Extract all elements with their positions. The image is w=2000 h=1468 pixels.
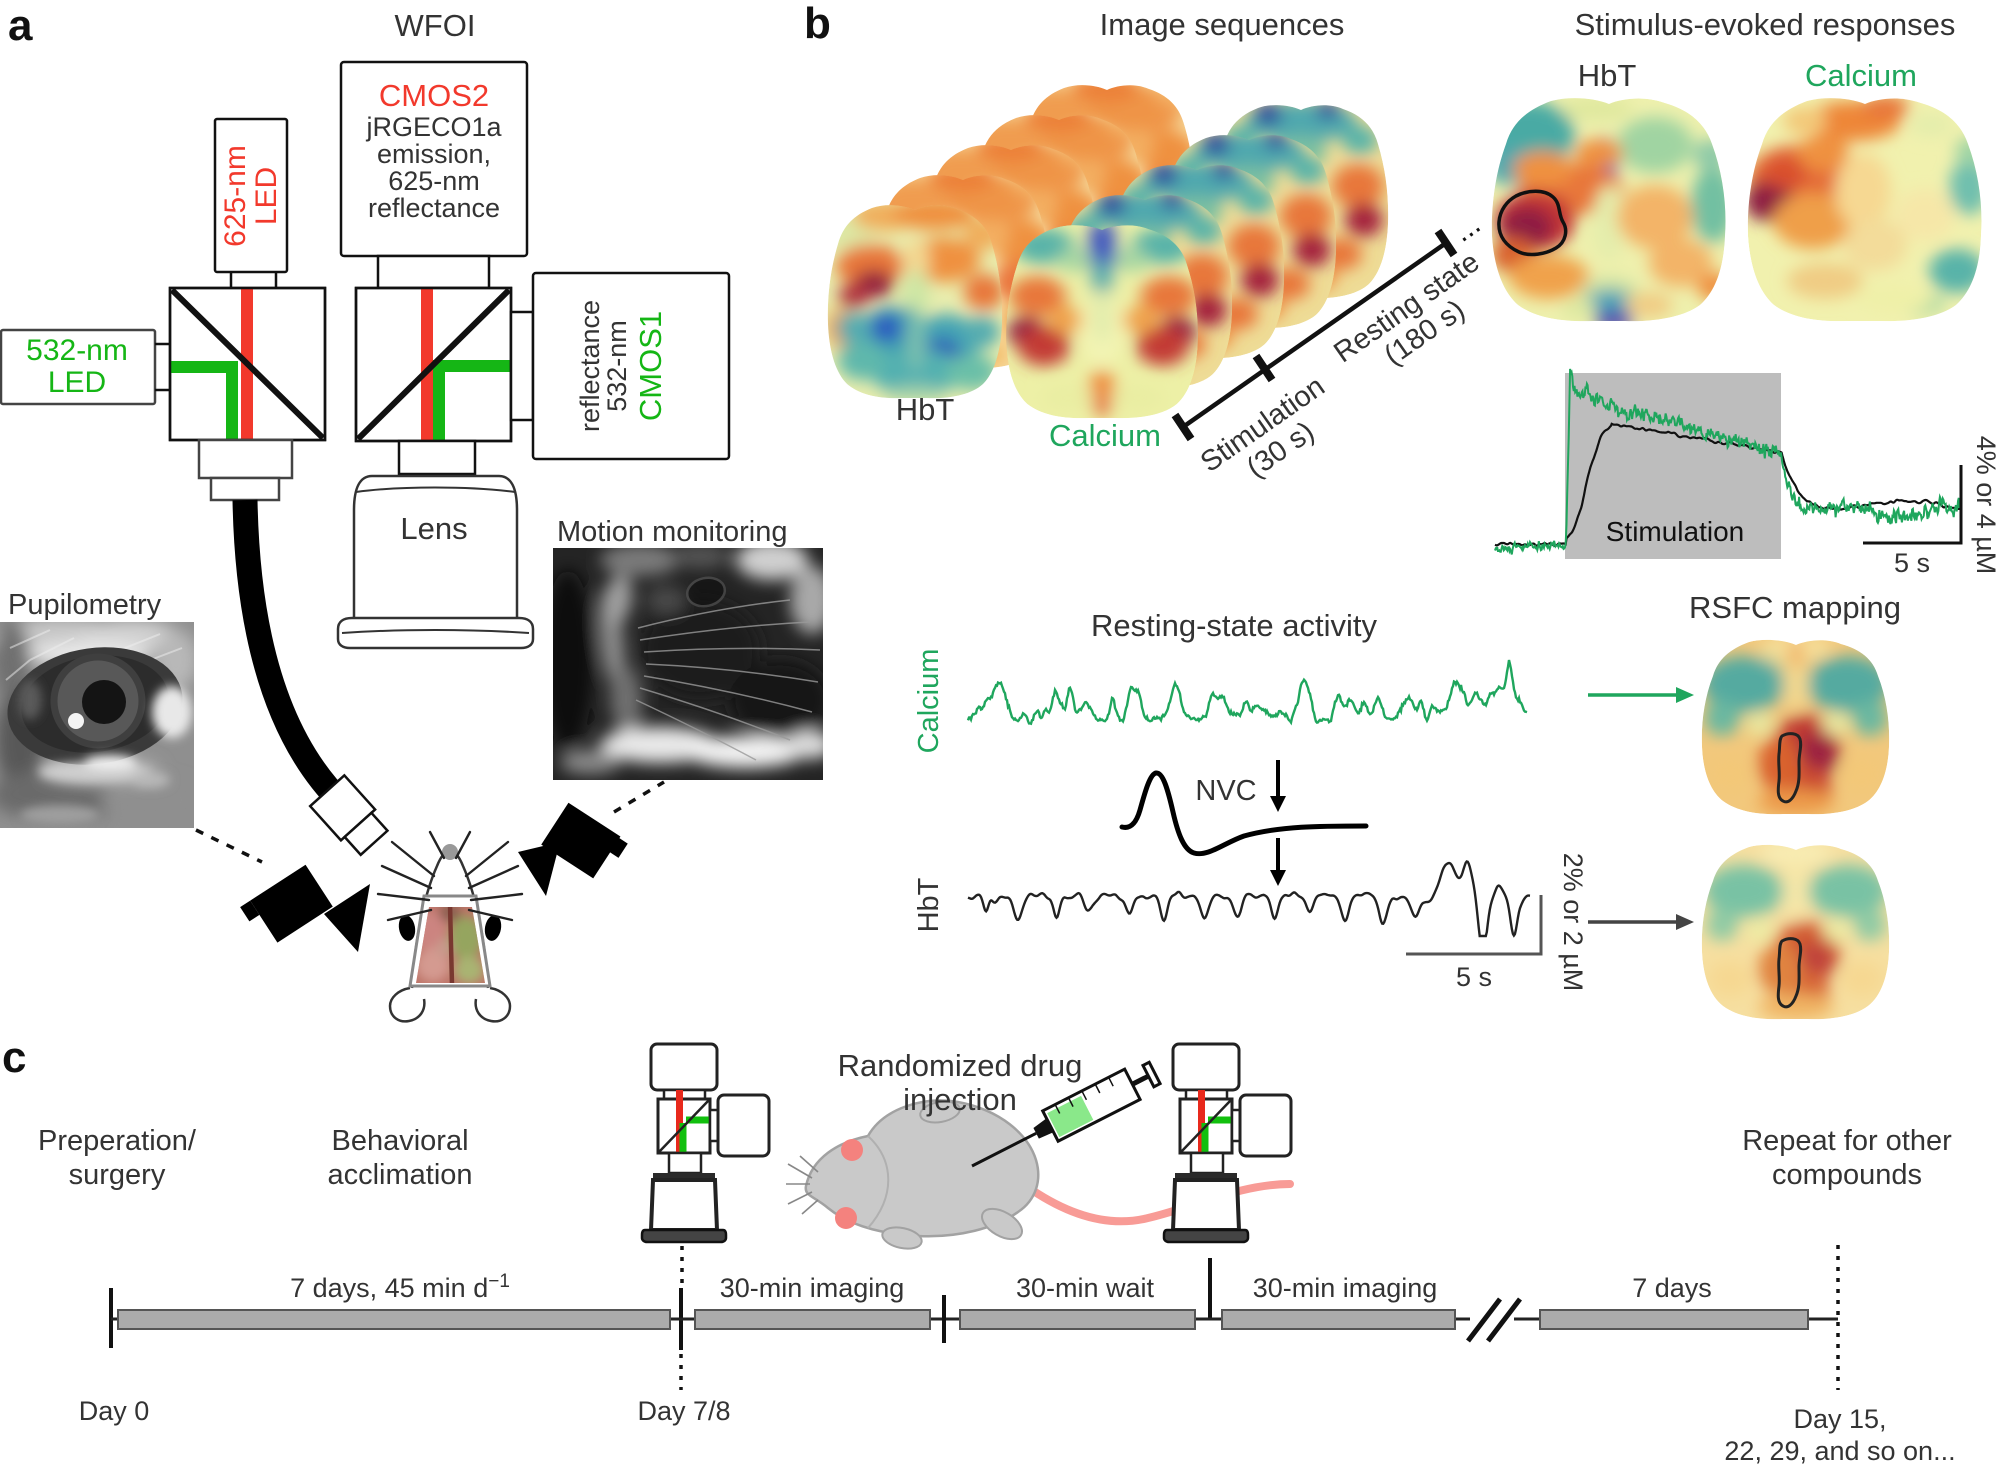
svg-text:LED: LED [250, 167, 283, 225]
svg-text:injection: injection [903, 1082, 1017, 1117]
svg-text:Day 7/8: Day 7/8 [637, 1396, 730, 1426]
svg-text:Stimulation: Stimulation [1606, 516, 1745, 547]
svg-text:LED: LED [48, 366, 106, 399]
svg-text:532-nm: 532-nm [26, 334, 128, 367]
svg-text:7 days, 45 min d−1: 7 days, 45 min d−1 [290, 1271, 510, 1304]
svg-text:Behavioral: Behavioral [331, 1125, 468, 1157]
svg-text:30-min wait: 30-min wait [1016, 1273, 1155, 1303]
svg-text:acclimation: acclimation [327, 1159, 472, 1191]
svg-text:30-min imaging: 30-min imaging [720, 1273, 905, 1303]
svg-text:Lens: Lens [400, 511, 467, 546]
svg-text:NVC: NVC [1195, 775, 1256, 807]
svg-text:CMOS1: CMOS1 [633, 311, 668, 421]
svg-text:emission,: emission, [377, 139, 491, 169]
svg-text:RSFC mapping: RSFC mapping [1689, 590, 1901, 625]
svg-text:...: ... [1447, 207, 1486, 248]
svg-text:5 s: 5 s [1456, 962, 1492, 992]
svg-text:b: b [804, 0, 831, 48]
svg-text:jRGECO1a: jRGECO1a [365, 112, 502, 142]
svg-text:reflectance: reflectance [575, 300, 605, 432]
svg-text:Resting-state activity: Resting-state activity [1091, 608, 1377, 643]
svg-text:a: a [8, 1, 33, 50]
svg-text:reflectance: reflectance [368, 193, 500, 223]
svg-text:30-min imaging: 30-min imaging [1253, 1273, 1438, 1303]
svg-text:Day 15,: Day 15, [1793, 1404, 1886, 1434]
svg-text:c: c [2, 1033, 26, 1082]
svg-text:compounds: compounds [1772, 1159, 1922, 1191]
svg-text:532-nm: 532-nm [602, 320, 632, 412]
svg-text:625-nm: 625-nm [388, 166, 480, 196]
svg-text:HbT: HbT [1578, 58, 1637, 93]
svg-text:Calcium: Calcium [1805, 58, 1917, 93]
svg-text:Preperation/: Preperation/ [38, 1125, 197, 1157]
svg-text:Stimulus-evoked responses: Stimulus-evoked responses [1575, 7, 1956, 42]
svg-text:surgery: surgery [69, 1159, 166, 1191]
svg-text:5 s: 5 s [1894, 548, 1930, 578]
svg-text:Randomized drug: Randomized drug [838, 1048, 1083, 1083]
svg-text:7 days: 7 days [1632, 1273, 1712, 1303]
svg-text:625-nm: 625-nm [219, 145, 252, 247]
svg-text:4% or 4 µM: 4% or 4 µM [1971, 436, 2000, 575]
svg-text:WFOI: WFOI [395, 8, 476, 43]
svg-text:2% or 2 µM: 2% or 2 µM [1558, 853, 1588, 992]
svg-text:Day 0: Day 0 [79, 1396, 150, 1426]
svg-text:Calcium: Calcium [1049, 418, 1161, 453]
svg-text:HbT: HbT [913, 877, 945, 932]
svg-text:Motion monitoring: Motion monitoring [557, 516, 788, 548]
svg-text:Image sequences: Image sequences [1100, 7, 1345, 42]
svg-text:22, 29, and so on...: 22, 29, and so on... [1724, 1436, 1955, 1466]
svg-text:Repeat for other: Repeat for other [1742, 1125, 1952, 1157]
svg-text:CMOS2: CMOS2 [379, 78, 489, 113]
svg-text:HbT: HbT [896, 392, 955, 427]
svg-text:Calcium: Calcium [913, 649, 945, 754]
svg-text:Pupilometry: Pupilometry [8, 589, 162, 621]
